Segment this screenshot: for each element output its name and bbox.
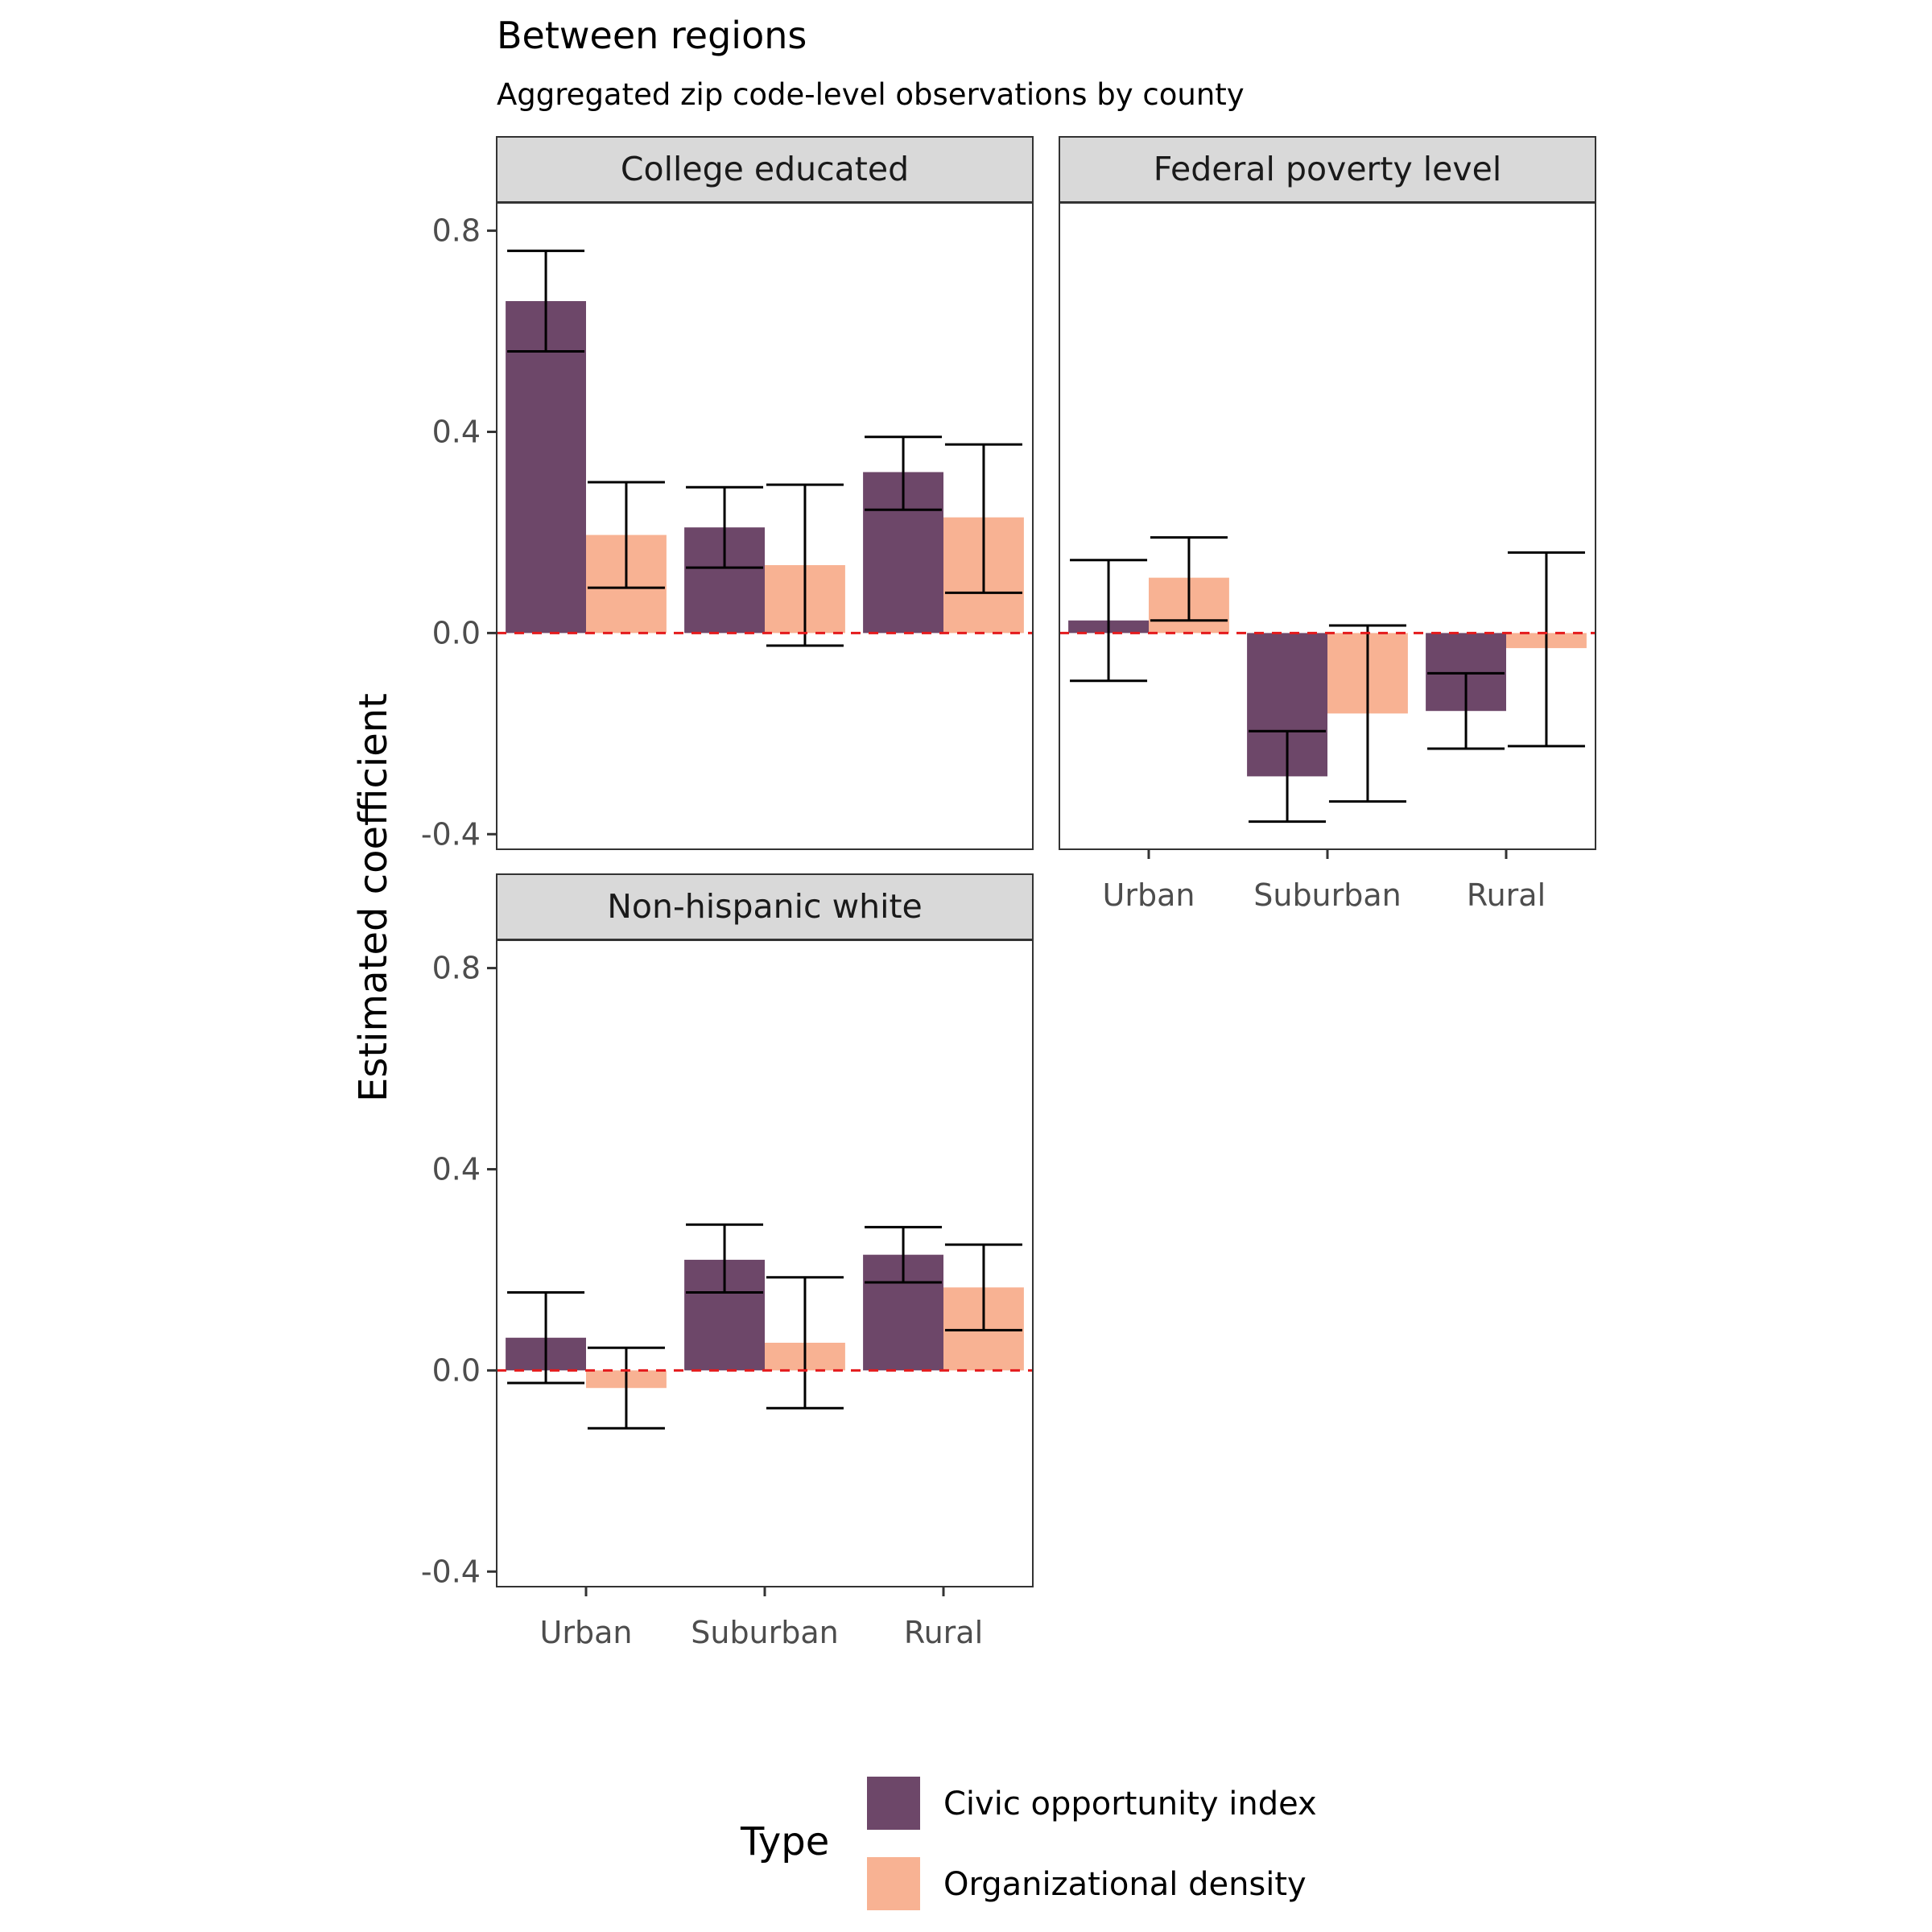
y-tick-label: 0.4	[432, 1151, 481, 1187]
x-tick-label-urban: Urban	[540, 1615, 633, 1650]
panel-border	[496, 202, 1034, 850]
legend-title: Type	[740, 1819, 829, 1864]
y-tick-label: 0.4	[432, 414, 481, 449]
facet-non-hispanic-white: Non-hispanic white -0.4 0.0 0.4 0.8 Urban Subu…	[421, 873, 1034, 1650]
facet-strip	[1059, 136, 1596, 204]
x-tick-label-urban: Urban	[1103, 877, 1195, 913]
x-tick-label-rural: Rural	[1467, 877, 1546, 913]
facet-strip-label: College educated	[621, 150, 909, 188]
legend: Type Civic opportunity index Organizatio…	[740, 1777, 1317, 1910]
facet-strip	[496, 136, 1034, 204]
y-axis-title: Estimated coefficient	[351, 693, 396, 1102]
facet-federal-poverty-level: Federal poverty level Urban Suburban Rural	[1059, 136, 1596, 913]
legend-label-civic-opportunity-index: Civic opportunity index	[943, 1785, 1317, 1823]
legend-key-civic-opportunity-index	[867, 1777, 920, 1830]
x-tick-label-rural: Rural	[904, 1615, 983, 1650]
legend-label-organizational-density: Organizational density	[943, 1866, 1307, 1903]
y-tick-label: 0.0	[432, 1352, 481, 1388]
y-tick-label: -0.4	[421, 816, 481, 852]
bar-civic-opportunity-index-urban	[506, 301, 586, 634]
x-tick-label-suburban: Suburban	[691, 1615, 839, 1650]
y-tick-label: 0.8	[432, 951, 481, 986]
y-tick-label: 0.8	[432, 213, 481, 249]
facet-panels: College educated -0.4 0.0 0.4 0.8 Federal pov…	[421, 136, 1596, 1650]
facet-college-educated: College educated -0.4 0.0 0.4 0.8	[421, 136, 1034, 852]
y-tick-label: -0.4	[421, 1554, 481, 1589]
legend-key-organizational-density	[867, 1857, 920, 1910]
y-tick-label: 0.0	[432, 615, 481, 650]
x-tick-label-suburban: Suburban	[1253, 877, 1402, 913]
facet-strip	[496, 873, 1034, 941]
facet-strip-label: Federal poverty level	[1154, 150, 1502, 188]
facet-strip-label: Non-hispanic white	[607, 887, 923, 926]
chart-subtitle: Aggregated zip code-level observations b…	[497, 77, 1245, 112]
chart-title: Between regions	[497, 14, 807, 57]
